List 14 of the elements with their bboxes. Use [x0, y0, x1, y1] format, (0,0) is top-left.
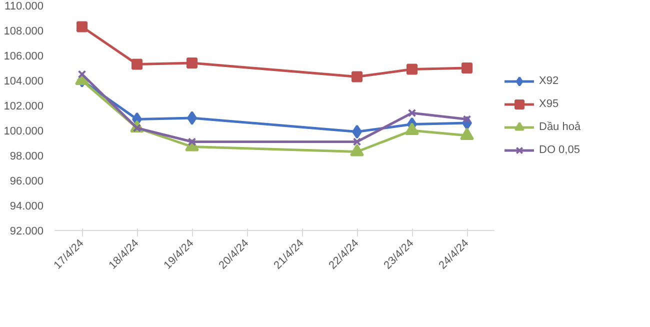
y-tick-label: 110.000 — [4, 0, 44, 12]
legend-label: X95 — [539, 98, 559, 110]
y-tick-label: 104.000 — [4, 76, 44, 88]
legend-label: DO 0,05 — [539, 144, 580, 156]
y-tick-label: 94.000 — [10, 200, 44, 212]
y-tick-label: 102.000 — [4, 100, 44, 112]
y-tick-label: 108.000 — [4, 26, 44, 38]
y-tick-label: 100.000 — [4, 126, 44, 138]
legend-label: Dầu hoả — [539, 121, 581, 133]
y-tick-label: 96.000 — [10, 176, 44, 188]
y-tick-label: 98.000 — [10, 150, 44, 162]
legend-label: X92 — [539, 75, 559, 87]
y-tick-label: 92.000 — [10, 226, 44, 238]
y-tick-label: 106.000 — [4, 50, 44, 62]
